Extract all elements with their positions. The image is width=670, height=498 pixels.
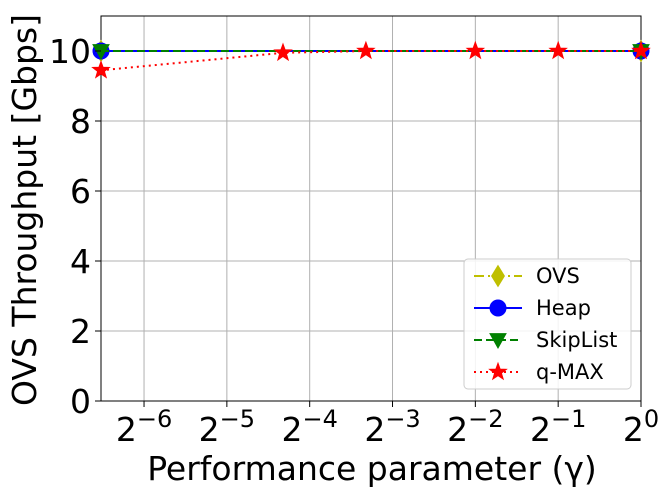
data-point <box>548 40 568 60</box>
legend-label: SkipList <box>536 328 617 352</box>
legend-label: OVS <box>536 264 580 288</box>
data-point <box>465 40 486 60</box>
legend-item: OVS <box>474 264 580 288</box>
legend-item: Heap <box>474 296 591 320</box>
legend-item: SkipList <box>474 328 617 352</box>
data-point <box>273 42 293 62</box>
legend-marker <box>491 264 505 288</box>
x-tick-label: 2−6 <box>116 405 172 449</box>
y-axis-label: OVS Throughput [Gbps] <box>5 14 44 406</box>
x-tick-label: 2−3 <box>364 405 420 449</box>
data-point <box>91 60 111 79</box>
y-tick-label: 2 <box>70 312 91 351</box>
data-point <box>92 44 110 61</box>
y-tick-label: 8 <box>70 102 91 141</box>
x-tick-label: 2−4 <box>281 405 337 449</box>
y-tick-label: 0 <box>70 382 91 421</box>
legend-box <box>463 258 632 390</box>
plot-frame <box>100 15 642 402</box>
legend-item: q-MAX <box>474 360 604 384</box>
legend-marker <box>489 299 507 317</box>
series-layer <box>91 39 651 79</box>
data-point <box>631 40 651 60</box>
legend-label: Heap <box>536 296 591 320</box>
x-tick-label: 20 <box>623 405 659 449</box>
legend-label: q-MAX <box>536 360 604 384</box>
legend: OVS Heap SkipList q-MAX <box>463 258 632 390</box>
x-tick-label: 2−2 <box>447 405 503 449</box>
y-tick-label: 6 <box>70 172 91 211</box>
y-tick-label: 10 <box>49 32 91 71</box>
axis-ticks: 2−6 2−5 2−4 2−3 2−2 2−1 20 0 2 4 6 8 10 <box>49 32 659 449</box>
y-tick-label: 4 <box>70 242 91 281</box>
x-axis-label: Performance parameter (γ) <box>147 449 597 488</box>
x-tick-label: 2−5 <box>199 405 255 449</box>
x-tick-label: 2−1 <box>530 405 586 449</box>
data-point <box>356 40 376 60</box>
series-q-max <box>91 40 651 79</box>
legend-marker <box>488 361 508 381</box>
legend-marker <box>489 333 507 350</box>
